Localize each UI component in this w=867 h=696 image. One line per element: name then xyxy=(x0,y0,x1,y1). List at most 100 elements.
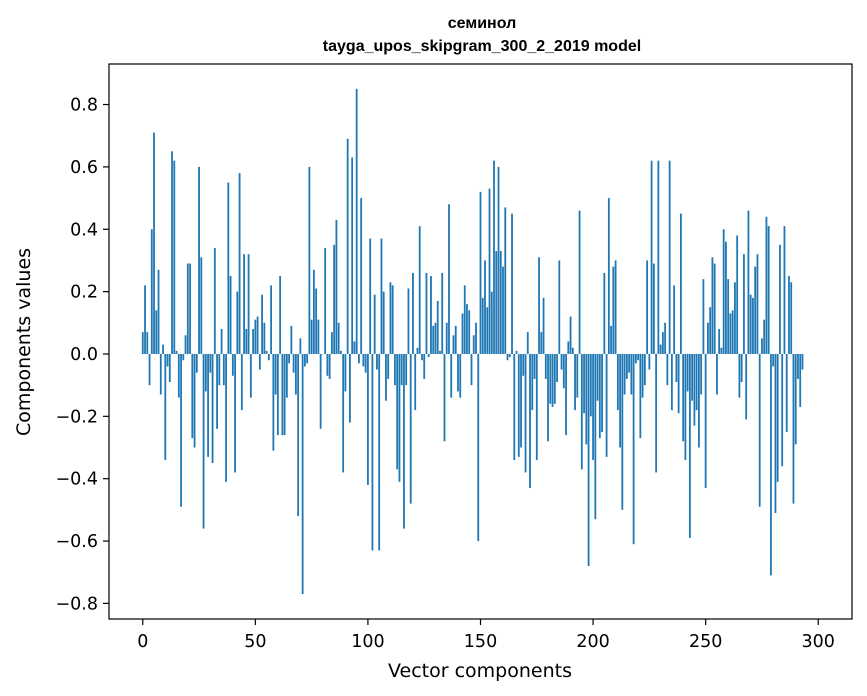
x-tick-label: 0 xyxy=(137,632,148,652)
bar-6 xyxy=(155,310,158,354)
bar-93 xyxy=(351,157,354,354)
bar-107 xyxy=(382,291,385,354)
bar-182 xyxy=(551,353,554,407)
x-tick-label: 50 xyxy=(244,632,266,652)
bar-243 xyxy=(688,353,691,538)
bar-238 xyxy=(677,353,680,414)
bar-225 xyxy=(648,353,651,370)
bar-108 xyxy=(385,353,387,401)
bar-137 xyxy=(450,353,453,398)
bar-181 xyxy=(549,353,552,404)
bar-239 xyxy=(679,213,682,354)
bar-291 xyxy=(797,353,799,379)
x-tick-label: 150 xyxy=(464,632,497,652)
bar-43 xyxy=(238,173,241,354)
bar-264 xyxy=(736,235,739,354)
x-tick-label: 200 xyxy=(576,632,609,652)
bar-54 xyxy=(263,322,266,354)
bar-118 xyxy=(407,288,410,354)
bar-269 xyxy=(747,210,750,354)
bar-116 xyxy=(403,353,405,529)
bar-231 xyxy=(661,332,664,354)
bar-4 xyxy=(150,229,153,354)
bar-214 xyxy=(623,353,626,395)
bar-87 xyxy=(337,322,340,354)
bar-111 xyxy=(391,285,394,354)
bar-21 xyxy=(189,263,191,354)
bar-287 xyxy=(788,276,790,354)
bar-134 xyxy=(443,353,446,442)
bar-14 xyxy=(173,160,176,354)
bar-195 xyxy=(580,353,583,470)
bar-65 xyxy=(288,353,291,364)
bar-208 xyxy=(610,325,612,354)
bar-22 xyxy=(191,353,194,439)
bar-166 xyxy=(515,350,518,354)
bar-28 xyxy=(204,353,207,392)
bar-233 xyxy=(666,353,669,386)
bar-256 xyxy=(718,329,721,354)
bar-20 xyxy=(186,263,189,354)
bar-138 xyxy=(452,335,455,354)
bar-81 xyxy=(324,247,327,354)
bar-147 xyxy=(472,335,475,354)
bar-51 xyxy=(256,316,259,354)
chart-subtitle: tayga_upos_skipgram_300_2_2019 model xyxy=(323,38,641,55)
bar-103 xyxy=(373,294,376,354)
bar-268 xyxy=(745,353,748,420)
bar-48 xyxy=(249,353,252,398)
bar-110 xyxy=(389,282,392,354)
bar-220 xyxy=(637,353,640,361)
bar-293 xyxy=(801,353,804,370)
bar-165 xyxy=(513,353,516,460)
bar-248 xyxy=(700,353,703,395)
bar-172 xyxy=(529,353,531,489)
bar-271 xyxy=(752,297,754,354)
bar-163 xyxy=(508,353,511,358)
bar-187 xyxy=(562,353,565,389)
bar-112 xyxy=(394,353,396,386)
y-tick-label: 0.0 xyxy=(70,345,98,365)
bar-157 xyxy=(495,251,498,354)
y-tick-label: −0.2 xyxy=(56,407,99,427)
bar-144 xyxy=(466,304,468,354)
bar-242 xyxy=(686,353,689,392)
bar-192 xyxy=(574,353,576,411)
bar-173 xyxy=(531,353,534,411)
bar-102 xyxy=(371,353,374,551)
bar-151 xyxy=(481,297,484,354)
bar-18 xyxy=(182,353,185,361)
bar-257 xyxy=(720,347,723,354)
bar-283 xyxy=(779,244,781,354)
bar-203 xyxy=(598,353,601,439)
bar-222 xyxy=(641,353,644,398)
bar-3 xyxy=(148,353,151,386)
bar-46 xyxy=(245,329,248,354)
bar-276 xyxy=(763,319,766,354)
bar-277 xyxy=(765,216,768,354)
bar-83 xyxy=(328,353,331,379)
bar-16 xyxy=(177,353,180,398)
bar-176 xyxy=(538,257,540,354)
bar-62 xyxy=(281,353,284,436)
bars xyxy=(141,88,804,595)
bar-123 xyxy=(418,226,421,354)
bar-69 xyxy=(297,353,300,517)
bar-142 xyxy=(461,313,464,354)
bar-255 xyxy=(716,353,718,395)
bar-125 xyxy=(423,353,426,379)
bar-7 xyxy=(157,269,160,354)
plot-area xyxy=(141,88,804,595)
bar-119 xyxy=(409,353,412,504)
bar-96 xyxy=(358,353,360,364)
x-tick-label: 250 xyxy=(689,632,722,652)
bar-126 xyxy=(425,272,428,354)
bar-88 xyxy=(340,350,342,354)
bar-31 xyxy=(211,353,214,464)
bar-292 xyxy=(799,353,802,407)
y-tick-label: −0.6 xyxy=(56,532,99,552)
bar-198 xyxy=(587,353,590,566)
bar-64 xyxy=(285,353,288,398)
bar-249 xyxy=(702,279,705,354)
